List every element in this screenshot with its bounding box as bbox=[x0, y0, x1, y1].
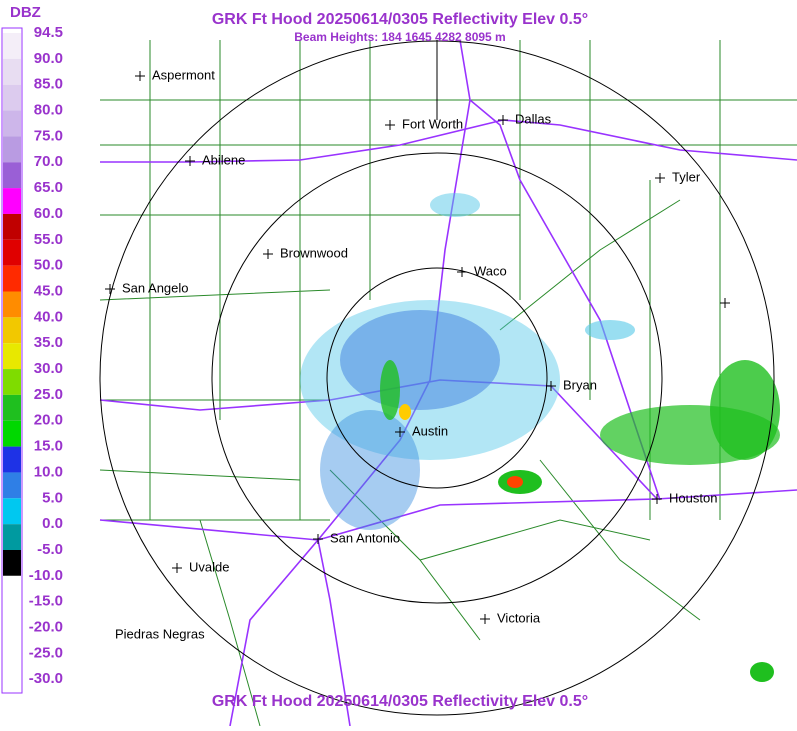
color-band bbox=[3, 265, 21, 292]
color-band bbox=[3, 601, 21, 628]
city-label: Waco bbox=[474, 263, 507, 278]
radar-echoes bbox=[300, 193, 780, 682]
legend-label: 55.0 bbox=[34, 231, 63, 248]
city-marker bbox=[652, 494, 662, 504]
legend-label: 20.0 bbox=[34, 412, 63, 429]
legend-label: 85.0 bbox=[34, 76, 63, 93]
city-marker bbox=[185, 156, 195, 166]
city-marker bbox=[498, 115, 508, 125]
color-band bbox=[3, 188, 21, 214]
color-band bbox=[3, 162, 21, 189]
city-marker bbox=[457, 267, 467, 277]
legend-label: 65.0 bbox=[34, 179, 63, 196]
city-marker bbox=[172, 563, 182, 573]
city-label: Houston bbox=[669, 490, 717, 505]
color-band bbox=[3, 136, 21, 163]
legend-label: -10.0 bbox=[29, 567, 63, 584]
city-label: San Antonio bbox=[330, 530, 400, 545]
color-band bbox=[3, 239, 21, 266]
color-band bbox=[3, 110, 21, 137]
city-label: San Angelo bbox=[122, 280, 189, 295]
color-band bbox=[3, 33, 21, 59]
color-bar bbox=[3, 33, 21, 680]
legend-label: -5.0 bbox=[37, 541, 63, 558]
legend-label: 60.0 bbox=[34, 205, 63, 222]
city-label: Victoria bbox=[497, 610, 541, 625]
legend-label: -30.0 bbox=[29, 670, 63, 687]
city-label: Aspermont bbox=[152, 67, 215, 82]
color-band bbox=[3, 213, 21, 240]
color-band bbox=[3, 524, 21, 550]
color-band bbox=[3, 446, 21, 473]
legend-label: 40.0 bbox=[34, 308, 63, 325]
city-marker bbox=[546, 381, 556, 391]
legend-label: 94.5 bbox=[34, 24, 63, 41]
color-band bbox=[3, 369, 21, 395]
legend-label: 80.0 bbox=[34, 102, 63, 119]
color-band bbox=[3, 472, 21, 499]
legend-label: 0.0 bbox=[42, 515, 63, 532]
subtitle: Beam Heights: 184 1645 4282 8095 m bbox=[294, 30, 505, 44]
city-label: Abilene bbox=[202, 152, 245, 167]
range-rings bbox=[99, 40, 775, 716]
color-band bbox=[3, 343, 21, 370]
city-label: Piedras Negras bbox=[115, 626, 205, 641]
legend-label: 45.0 bbox=[34, 282, 63, 299]
legend-label: -20.0 bbox=[29, 619, 63, 636]
legend-label: 5.0 bbox=[42, 489, 63, 506]
color-band bbox=[3, 498, 21, 525]
city-marker bbox=[105, 284, 115, 294]
color-band bbox=[3, 291, 21, 318]
city-marker bbox=[385, 120, 395, 130]
city-label: Fort Worth bbox=[402, 116, 463, 131]
city-marker bbox=[135, 71, 145, 81]
legend-label: -25.0 bbox=[29, 644, 63, 661]
city-label: Brownwood bbox=[280, 245, 348, 260]
city-marker bbox=[480, 614, 490, 624]
city-marker bbox=[395, 427, 405, 437]
city-label: Austin bbox=[412, 423, 448, 438]
city-label: Bryan bbox=[563, 377, 597, 392]
legend-label: 25.0 bbox=[34, 386, 63, 403]
city-marker bbox=[313, 534, 323, 544]
legend-label: 10.0 bbox=[34, 463, 63, 480]
legend-label: 50.0 bbox=[34, 257, 63, 274]
city-label: Dallas bbox=[515, 111, 552, 126]
color-band bbox=[3, 653, 21, 680]
color-band bbox=[3, 550, 21, 576]
color-band bbox=[3, 84, 21, 111]
footer-title: GRK Ft Hood 20250614/0305 Reflectivity E… bbox=[212, 693, 588, 710]
color-band bbox=[3, 394, 21, 421]
legend-label: 70.0 bbox=[34, 153, 63, 170]
legend-unit: DBZ bbox=[10, 4, 41, 21]
color-band bbox=[3, 317, 21, 344]
color-band bbox=[3, 420, 21, 447]
unnamed-city bbox=[720, 298, 730, 308]
color-band bbox=[3, 575, 21, 602]
legend-label: 15.0 bbox=[34, 438, 63, 455]
city-label: Uvalde bbox=[189, 559, 229, 574]
city-label: Tyler bbox=[672, 169, 701, 184]
color-band bbox=[3, 58, 21, 85]
city-marker bbox=[655, 173, 665, 183]
city-marker bbox=[263, 249, 273, 259]
legend-label: -15.0 bbox=[29, 593, 63, 610]
legend-label: 75.0 bbox=[34, 127, 63, 144]
title: GRK Ft Hood 20250614/0305 Reflectivity E… bbox=[212, 11, 588, 28]
legend-label: 30.0 bbox=[34, 360, 63, 377]
legend-label: 35.0 bbox=[34, 334, 63, 351]
county-lines bbox=[99, 40, 797, 727]
color-band bbox=[3, 627, 21, 654]
legend-label: 90.0 bbox=[34, 50, 63, 67]
